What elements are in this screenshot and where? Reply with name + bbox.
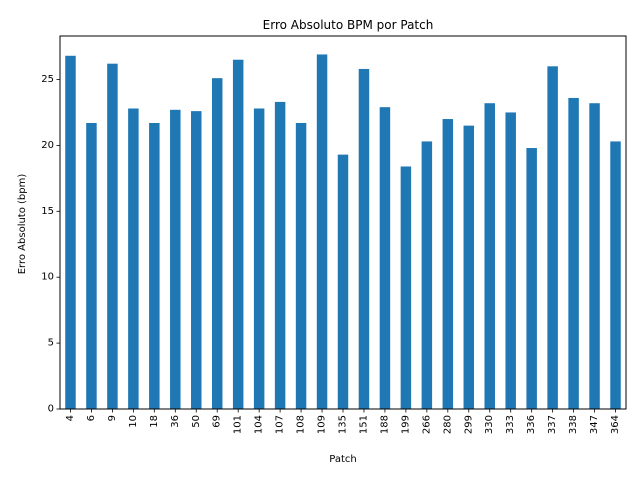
bar-patch-6 <box>86 122 97 410</box>
bar-patch-199 <box>400 166 412 409</box>
bar-patch-107 <box>274 101 286 410</box>
x-tick-label: 101 <box>233 415 244 434</box>
x-tick-label: 109 <box>317 415 328 434</box>
y-tick-label: 20 <box>41 140 54 151</box>
bars-group <box>65 54 621 410</box>
x-tick-label: 108 <box>296 415 307 434</box>
bar-patch-36 <box>170 109 181 409</box>
x-tick-label: 107 <box>275 415 286 434</box>
x-tick-label: 9 <box>107 415 118 421</box>
bar-patch-151 <box>358 68 370 409</box>
x-tick-label: 104 <box>254 415 265 434</box>
x-tick-label: 199 <box>400 415 411 434</box>
bar-patch-104 <box>253 108 265 410</box>
x-tick-label: 336 <box>526 415 537 434</box>
x-tick-label: 333 <box>505 415 516 434</box>
x-tick-label: 6 <box>86 415 97 421</box>
x-axis-ticks: 4 6 9 10 18 36 50 69 101 104 107 108 109 135 151 188 199… <box>65 409 621 434</box>
bar-patch-364 <box>610 141 621 409</box>
chart-title: Erro Absoluto BPM por Patch <box>263 18 434 32</box>
bar-patch-69 <box>211 78 223 410</box>
x-tick-label: 338 <box>568 415 579 434</box>
bar-patch-280 <box>442 119 454 409</box>
y-axis-ticks: 0 5 10 15 20 25 <box>41 74 60 415</box>
x-tick-label: 18 <box>149 415 160 428</box>
bar-patch-333 <box>505 112 516 409</box>
bar-patch-18 <box>149 122 160 410</box>
x-tick-label: 10 <box>128 415 139 428</box>
bar-patch-9 <box>107 63 118 410</box>
bar-patch-347 <box>589 103 600 409</box>
y-tick-label: 10 <box>41 272 54 283</box>
x-tick-label: 4 <box>65 415 76 421</box>
bar-patch-101 <box>232 59 244 409</box>
bar-patch-336 <box>526 148 537 409</box>
bar-patch-266 <box>421 141 433 409</box>
x-tick-label: 135 <box>338 415 349 434</box>
bar-patch-109 <box>316 54 328 409</box>
bar-patch-135 <box>337 154 349 409</box>
x-tick-label: 299 <box>463 415 474 434</box>
y-tick-label: 25 <box>41 74 54 85</box>
x-tick-label: 69 <box>212 415 223 428</box>
x-axis-label: Patch <box>329 454 356 465</box>
x-tick-label: 364 <box>610 415 621 434</box>
y-tick-label: 15 <box>41 206 54 217</box>
x-tick-label: 36 <box>170 415 181 428</box>
plot-frame <box>59 35 627 410</box>
bar-patch-338 <box>568 97 579 409</box>
x-tick-label: 266 <box>421 415 432 434</box>
x-tick-label: 347 <box>589 415 600 434</box>
bar-patch-10 <box>128 108 139 410</box>
bar-patch-299 <box>463 125 475 409</box>
bar-patch-337 <box>547 66 558 409</box>
bar-patch-108 <box>295 122 307 410</box>
bar-patch-188 <box>379 107 391 410</box>
x-tick-label: 188 <box>379 415 390 434</box>
x-tick-label: 280 <box>442 415 453 434</box>
x-tick-label: 151 <box>358 415 369 434</box>
x-tick-label: 330 <box>484 415 495 434</box>
x-tick-label: 337 <box>547 415 558 434</box>
bar-patch-50 <box>191 111 202 409</box>
bar-patch-4 <box>65 55 76 410</box>
y-axis-label: Erro Absoluto (bpm) <box>17 174 28 275</box>
x-tick-label: 50 <box>191 415 202 428</box>
bar-patch-330 <box>484 103 495 409</box>
y-tick-label: 5 <box>48 338 54 349</box>
y-tick-label: 0 <box>48 404 54 415</box>
